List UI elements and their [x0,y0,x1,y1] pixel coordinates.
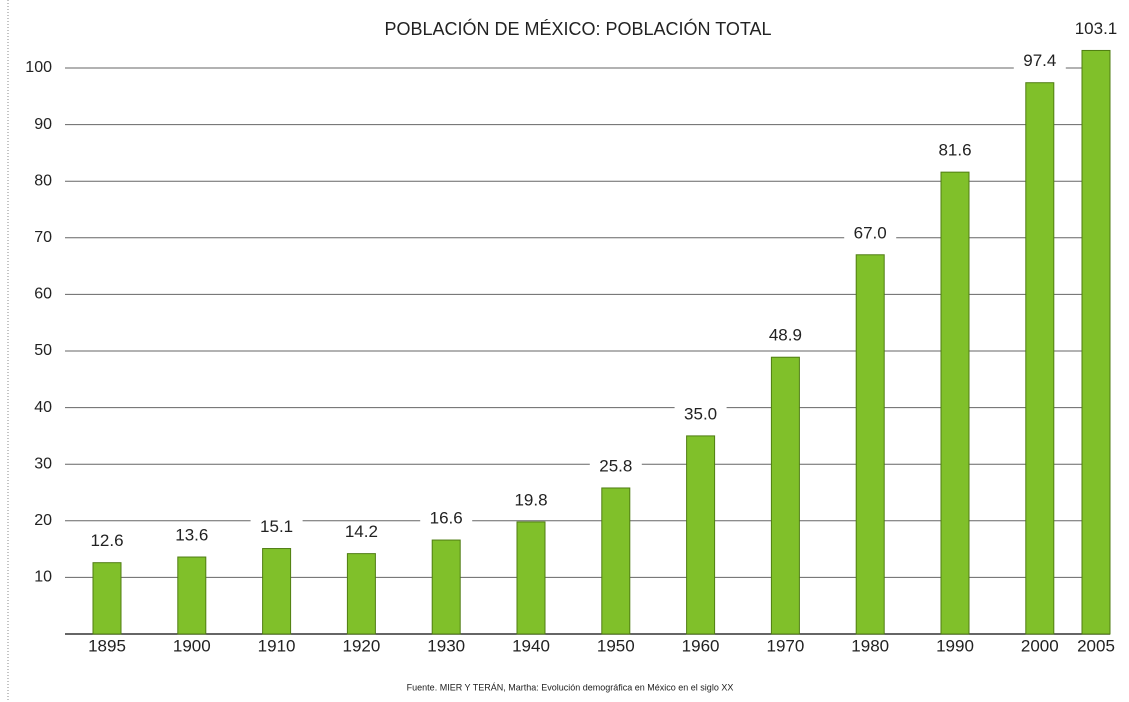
value-label: 67.0 [854,223,887,242]
bar [686,435,716,635]
value-label: 25.8 [599,456,632,475]
x-tick-label: 2000 [1021,636,1059,655]
bar [177,556,207,635]
value-label: 103.1 [1075,19,1118,38]
y-tick-label: 90 [34,116,52,133]
value-label-bg [1070,18,1122,39]
x-tick-label: 1900 [173,636,211,655]
bar [346,553,376,635]
bar [1025,82,1055,635]
value-label-bg [844,222,897,243]
chart-title: POBLACIÓN DE MÉXICO: POBLACIÓN TOTAL [384,18,771,39]
value-label: 19.8 [514,490,547,509]
x-tick-label: 1910 [258,636,296,655]
bar [855,254,885,635]
bar [1081,49,1111,635]
value-label: 15.1 [260,517,293,536]
value-label: 97.4 [1023,51,1056,70]
y-tick-label: 40 [34,399,52,416]
x-tick-label: 1970 [766,636,804,655]
source-note: Fuente. MIER Y TERÁN, Martha: Evolución … [407,682,734,692]
value-label-bg [1013,50,1066,71]
value-label-bg [674,403,727,424]
x-tick-label: 1940 [512,636,550,655]
value-label: 81.6 [938,141,971,160]
y-tick-label: 20 [34,512,52,529]
value-label-bg [759,325,812,346]
value-label-bg [81,530,133,551]
bar [601,487,631,635]
value-label: 14.2 [345,522,378,541]
x-tick-label: 1980 [851,636,889,655]
x-tick-label: 1930 [427,636,465,655]
bar [770,356,800,635]
value-label-bg [420,508,473,529]
x-tick-label: 1950 [597,636,635,655]
y-tick-label: 100 [25,59,52,76]
bar [940,171,970,635]
value-label-bg [589,455,642,476]
x-tick-label: 1920 [342,636,380,655]
x-tick-label: 1990 [936,636,974,655]
value-label: 35.0 [684,404,717,423]
value-label-bg [165,525,218,546]
y-tick-label: 70 [34,229,52,246]
x-tick-label: 1895 [88,636,126,655]
value-label-bg [929,140,981,161]
x-tick-label: 2005 [1077,636,1115,655]
y-tick-label: 60 [34,286,52,303]
bar [262,548,292,635]
bar [92,562,122,635]
bar [516,521,546,635]
value-label-bg [250,516,303,537]
value-label-bg [335,521,388,542]
value-label-bg [505,489,557,510]
value-label: 16.6 [430,509,463,528]
x-tick-label: 1960 [682,636,720,655]
y-tick-label: 80 [34,172,52,189]
bar [431,539,461,635]
value-label: 48.9 [769,326,802,345]
y-tick-label: 50 [34,342,52,359]
value-label: 13.6 [175,526,208,545]
value-label: 12.6 [90,531,123,550]
y-tick-label: 10 [34,569,52,586]
y-tick-label: 30 [34,455,52,472]
